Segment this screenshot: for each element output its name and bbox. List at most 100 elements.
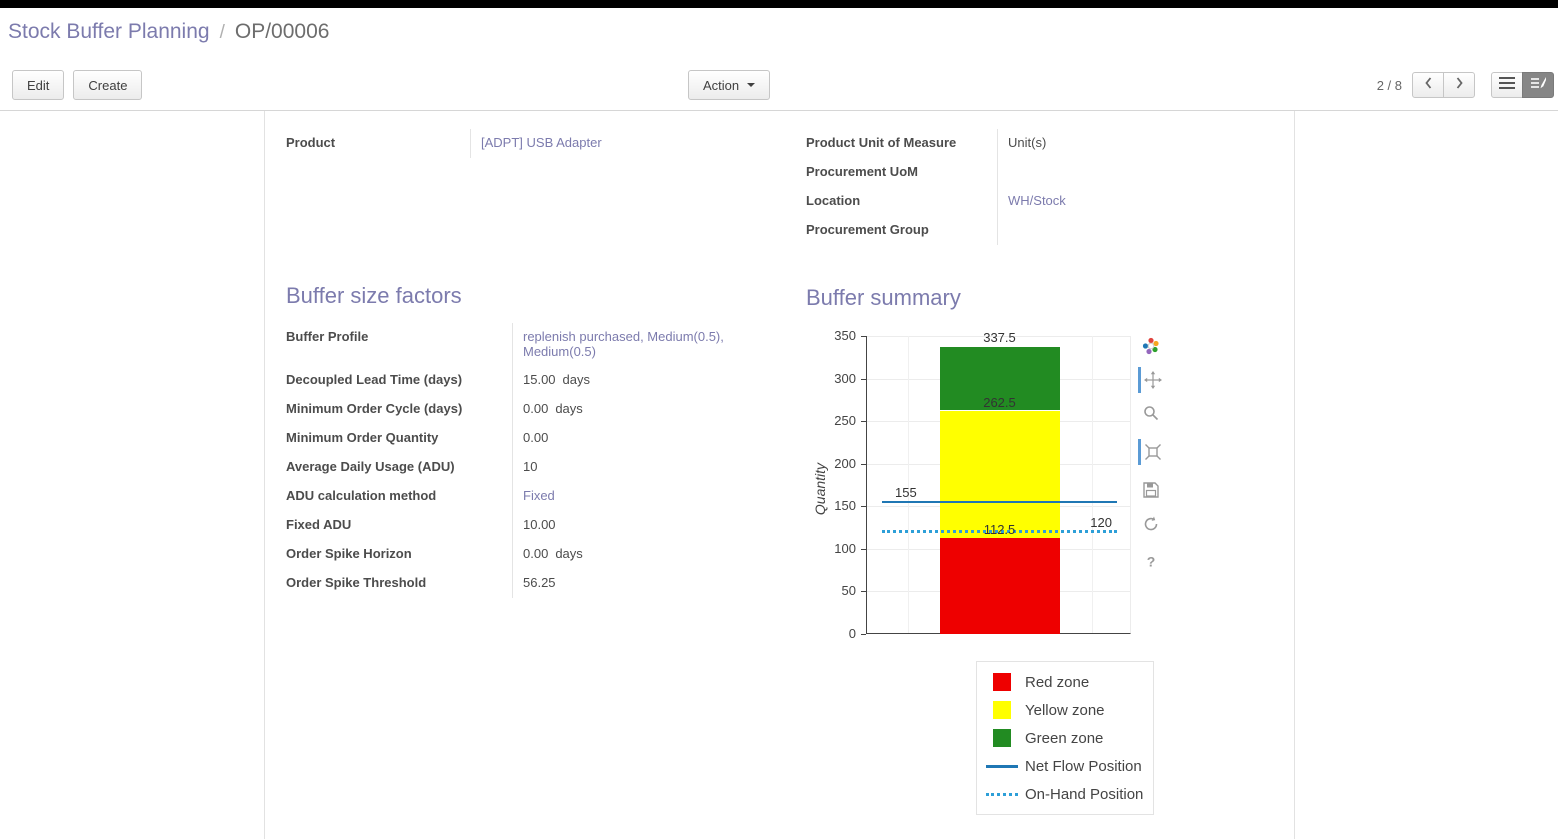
y-tick-label: 350	[834, 328, 856, 343]
field-row: Average Daily Usage (ADU) 10	[286, 453, 780, 482]
field-row: Location WH/Stock	[806, 187, 1286, 216]
pager-buttons	[1412, 72, 1475, 98]
pager-previous-button[interactable]	[1412, 72, 1444, 98]
y-tick-label: 0	[848, 626, 856, 641]
field-row: Fixed ADU 10.00	[286, 511, 780, 540]
procurement-group: Product Unit of Measure Unit(s) Procurem…	[806, 129, 1286, 245]
legend-label: Red zone	[1025, 673, 1090, 691]
legend-item[interactable]: Green zone	[985, 724, 1153, 752]
gridline	[1091, 336, 1093, 633]
field-row: Minimum Order Quantity 0.00	[286, 424, 780, 453]
help-icon[interactable]: ?	[1138, 549, 1164, 575]
field-value: 15.00	[523, 372, 556, 387]
pager-next-button[interactable]	[1443, 72, 1475, 98]
unit-suffix: days	[555, 401, 583, 416]
control-panel: Edit Create Action 2 / 8	[0, 60, 1558, 111]
y-tick-label: 100	[834, 540, 856, 556]
legend-swatch	[985, 729, 1019, 747]
record-buttons: Edit Create	[12, 70, 143, 100]
legend-swatch	[985, 701, 1019, 719]
view-switcher	[1491, 72, 1554, 98]
field-label: Minimum Order Quantity	[286, 424, 513, 453]
reset-axes-icon[interactable]	[1138, 511, 1164, 537]
field-row: Buffer Profile replenish purchased, Medi…	[286, 323, 780, 366]
uom-value: Unit(s)	[1008, 135, 1047, 150]
field-value: 56.25	[523, 575, 556, 590]
y-tick-mark	[861, 463, 866, 465]
y-tick-mark	[861, 336, 866, 337]
field-label: Order Spike Threshold	[286, 569, 513, 598]
legend-label: Yellow zone	[1025, 701, 1105, 719]
y-tick-label: 300	[834, 370, 856, 386]
zoom-scale-icon[interactable]	[1138, 439, 1164, 465]
edit-button[interactable]: Edit	[12, 70, 65, 100]
net-flow-position-line	[882, 501, 1117, 504]
form-view-button[interactable]	[1522, 72, 1554, 98]
buffer-profile-link[interactable]: replenish purchased, Medium(0.5), Medium…	[523, 329, 724, 359]
field-row: Product Unit of Measure Unit(s)	[806, 129, 1286, 158]
pan-icon[interactable]	[1138, 367, 1164, 393]
gridline	[908, 336, 910, 633]
buffer-summary-title: Buffer summary	[806, 285, 961, 310]
gridline	[867, 336, 1130, 337]
action-label: Action	[703, 77, 740, 93]
legend-label: Green zone	[1025, 729, 1104, 747]
form-sheet: Product [ADPT] USB Adapter Product Unit …	[264, 111, 1295, 839]
field-value: 10	[523, 459, 538, 474]
buffer-factors-table: Buffer Profile replenish purchased, Medi…	[286, 323, 780, 598]
field-label: Decoupled Lead Time (days)	[286, 366, 513, 395]
field-label: Product	[286, 129, 471, 158]
zoom-icon[interactable]	[1138, 400, 1164, 426]
field-value: 0.00	[523, 430, 549, 445]
y-tick-label: 250	[834, 413, 856, 429]
list-view-icon	[1498, 76, 1516, 95]
buffer-size-factors-title: Buffer size factors	[286, 283, 462, 308]
legend-swatch	[985, 792, 1019, 796]
field-label: Fixed ADU	[286, 511, 513, 540]
chart-annotation: 120	[1090, 514, 1112, 530]
chart-annotation: 262.5	[983, 394, 1016, 410]
list-view-button[interactable]	[1491, 72, 1523, 98]
chevron-down-icon	[747, 83, 756, 87]
location-link[interactable]: WH/Stock	[1008, 193, 1066, 208]
field-value: 0.00	[523, 401, 549, 416]
breadcrumb-parent-link[interactable]: Stock Buffer Planning	[8, 20, 210, 43]
plotly-logo-icon[interactable]	[1138, 333, 1164, 359]
save-icon[interactable]	[1138, 477, 1164, 503]
yellow-zone-bar	[939, 410, 1060, 539]
chart-legend: Red zone Yellow zone Green zone Net Flow Po…	[976, 661, 1154, 815]
legend-item[interactable]: Red zone	[985, 668, 1153, 696]
buffer-summary-chart: Quantity 337.5 262.5 112.5 155 120	[806, 326, 1186, 648]
y-tick-label: 50	[841, 583, 856, 599]
legend-item[interactable]: Net Flow Position	[985, 752, 1153, 780]
y-tick-mark	[861, 421, 866, 423]
action-dropdown-button[interactable]: Action	[688, 70, 771, 100]
field-label: Procurement Group	[806, 216, 998, 245]
product-link[interactable]: [ADPT] USB Adapter	[481, 135, 602, 150]
y-tick-mark	[861, 634, 866, 635]
legend-label: Net Flow Position	[1025, 757, 1142, 775]
procurement-group-value	[998, 216, 1286, 245]
legend-swatch	[985, 764, 1019, 768]
chevron-left-icon	[1424, 76, 1433, 95]
field-label: Product Unit of Measure	[806, 129, 998, 158]
on-hand-position-line	[882, 530, 1117, 534]
form-view-icon	[1530, 76, 1547, 95]
top-menu-bar	[0, 0, 1558, 8]
y-tick-mark	[861, 378, 866, 380]
adu-method-link[interactable]: Fixed	[523, 488, 555, 503]
breadcrumb-current: OP/00006	[234, 20, 330, 43]
field-row: Procurement Group	[806, 216, 1286, 245]
create-button[interactable]: Create	[73, 70, 143, 100]
field-label: Average Daily Usage (ADU)	[286, 453, 513, 482]
legend-item[interactable]: On-Hand Position	[985, 780, 1153, 808]
procurement-uom-value	[998, 158, 1286, 187]
chart-annotation: 337.5	[983, 329, 1016, 345]
pager-and-switcher: 2 / 8	[1377, 72, 1554, 98]
field-value: 0.00	[523, 546, 549, 561]
legend-item[interactable]: Yellow zone	[985, 696, 1153, 724]
red-zone-bar	[939, 538, 1060, 634]
field-label: Buffer Profile	[286, 323, 513, 366]
breadcrumb-separator: /	[219, 22, 225, 43]
y-tick-label: 200	[834, 455, 856, 471]
